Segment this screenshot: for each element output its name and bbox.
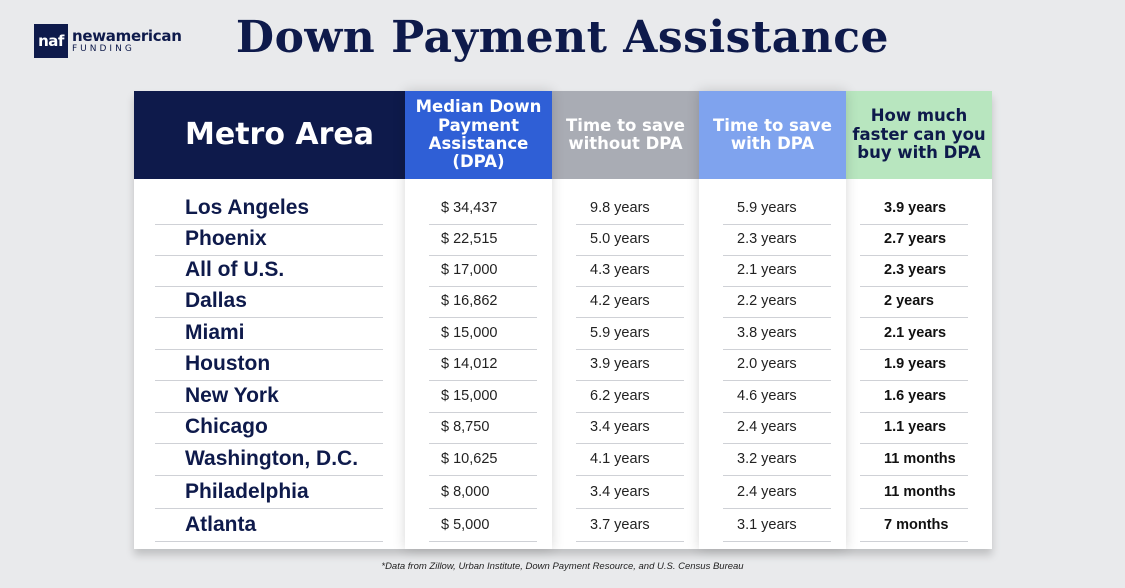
- table-cell-median-dpa: $ 8,750: [428, 411, 538, 444]
- page-title: Down Payment Assistance: [235, 12, 890, 63]
- table-cell-time-with-dpa: 3.8 years: [723, 317, 831, 350]
- table-cell-time-with-dpa: 2.1 years: [723, 254, 831, 287]
- table-cell-time-with-dpa: 2.2 years: [723, 285, 831, 318]
- column-metro-area: Metro Area Los Angeles Phoenix All of U.S. D…: [134, 91, 405, 549]
- column-header-median-dpa: Median Down Payment Assistance (DPA): [405, 91, 552, 179]
- table-cell-time-without-dpa: 5.9 years: [576, 317, 684, 350]
- table-cell-time-with-dpa: 5.9 years: [723, 192, 831, 225]
- table-cell-metro-area: Los Angeles: [154, 192, 384, 225]
- table-cell-median-dpa: $ 34,437: [428, 192, 538, 225]
- column-median-dpa: Median Down Payment Assistance (DPA) $ 34…: [405, 91, 552, 549]
- table-cell-median-dpa: $ 22,515: [428, 223, 538, 256]
- table-cell-metro-area: Houston: [154, 348, 384, 381]
- dpa-table: Metro Area Los Angeles Phoenix All of U.S. D…: [134, 91, 992, 549]
- table-cell-median-dpa: $ 14,012: [428, 348, 538, 381]
- table-cell-faster-with-dpa: 7 months: [859, 509, 969, 542]
- column-time-with-dpa: Time to save with DPA 5.9 years 2.3 years 2…: [699, 91, 846, 549]
- table-cell-median-dpa: $ 16,862: [428, 285, 538, 318]
- table-cell-time-with-dpa: 4.6 years: [723, 380, 831, 413]
- table-cell-metro-area: All of U.S.: [154, 254, 384, 287]
- table-cell-metro-area: New York: [155, 380, 383, 413]
- table-cell-faster-with-dpa: 2.1 years: [859, 317, 969, 350]
- table-cell-metro-area: Chicago: [155, 411, 383, 444]
- table-cell-time-with-dpa: 3.1 years: [723, 509, 831, 542]
- table-cell-time-without-dpa: 3.7 years: [576, 509, 684, 542]
- logo-name-bottom: FUNDING: [72, 43, 135, 54]
- table-cell-faster-with-dpa: 1.1 years: [859, 411, 969, 444]
- table-cell-metro-area: Miami: [155, 317, 382, 350]
- table-cell-faster-with-dpa: 11 months: [860, 443, 968, 476]
- brand-logo: naf newamerican FUNDING: [34, 24, 182, 58]
- column-header-time-with-dpa: Time to save with DPA: [699, 91, 846, 179]
- column-faster-with-dpa: How much faster can you buy with DPA 3.9 …: [846, 91, 992, 549]
- table-cell-faster-with-dpa: 3.9 years: [859, 192, 969, 225]
- table-cell-time-without-dpa: 3.4 years: [576, 411, 684, 444]
- table-cell-time-without-dpa: 3.4 years: [576, 476, 684, 509]
- table-cell-time-without-dpa: 6.2 years: [576, 380, 684, 413]
- table-cell-faster-with-dpa: 2.3 years: [859, 254, 969, 287]
- table-cell-median-dpa: $ 10,625: [428, 443, 538, 476]
- table-cell-metro-area: Atlanta: [154, 509, 384, 542]
- table-cell-median-dpa: $ 15,000: [428, 317, 538, 350]
- table-cell-time-with-dpa: 3.2 years: [723, 443, 831, 476]
- table-cell-faster-with-dpa: 1.6 years: [859, 380, 969, 413]
- table-cell-time-without-dpa: 4.3 years: [576, 254, 684, 287]
- table-cell-metro-area: Philadelphia: [155, 476, 383, 509]
- table-cell-faster-with-dpa: 2 years: [860, 285, 968, 318]
- table-cell-metro-area: Washington, D.C.: [154, 443, 384, 476]
- table-cell-faster-with-dpa: 1.9 years: [859, 348, 969, 381]
- table-cell-median-dpa: $ 8,000: [428, 476, 538, 509]
- column-header-faster-with-dpa: How much faster can you buy with DPA: [846, 91, 992, 179]
- column-header-time-without-dpa: Time to save without DPA: [552, 91, 699, 179]
- logo-mark: naf: [34, 24, 68, 58]
- table-cell-time-with-dpa: 2.4 years: [723, 476, 831, 509]
- table-cell-time-without-dpa: 4.2 years: [576, 285, 684, 318]
- table-cell-time-with-dpa: 2.4 years: [723, 411, 831, 444]
- table-cell-time-without-dpa: 5.0 years: [576, 223, 684, 256]
- table-cell-metro-area: Phoenix: [155, 223, 383, 256]
- table-cell-metro-area: Dallas: [155, 285, 383, 318]
- table-cell-time-without-dpa: 9.8 years: [576, 192, 684, 225]
- table-cell-median-dpa: $ 17,000: [428, 254, 538, 287]
- table-cell-faster-with-dpa: 2.7 years: [859, 223, 969, 256]
- table-cell-time-without-dpa: 3.9 years: [576, 348, 684, 381]
- column-header-metro-area: Metro Area: [134, 91, 405, 179]
- logo-name-top: newamerican: [72, 26, 182, 45]
- table-cell-time-with-dpa: 2.0 years: [723, 348, 831, 381]
- table-cell-faster-with-dpa: 11 months: [860, 476, 968, 509]
- table-cell-median-dpa: $ 5,000: [428, 509, 538, 542]
- column-time-without-dpa: Time to save without DPA 9.8 years 5.0 yea…: [552, 91, 699, 549]
- footnote: *Data from Zillow, Urban Institute, Down…: [381, 561, 744, 572]
- table-cell-time-without-dpa: 4.1 years: [576, 443, 684, 476]
- table-cell-median-dpa: $ 15,000: [428, 380, 538, 413]
- table-cell-time-with-dpa: 2.3 years: [723, 223, 831, 256]
